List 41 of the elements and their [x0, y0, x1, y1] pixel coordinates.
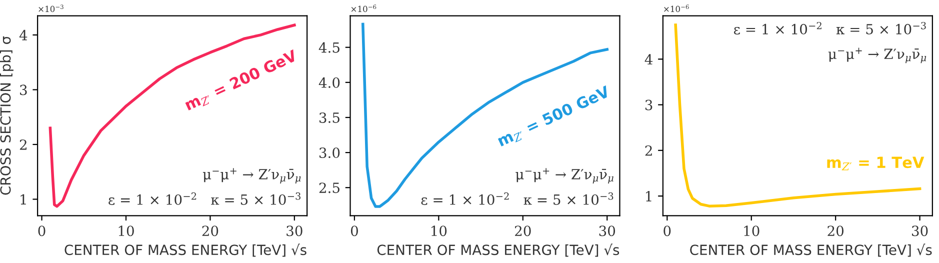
y-tick-label: 4.0	[318, 77, 340, 88]
text: m$_{Z′}$ = 200 GeV	[184, 49, 299, 113]
y-tick-label: 4	[19, 30, 28, 40]
x-tick-label: 0	[38, 226, 46, 236]
x-tick-label: 0	[664, 226, 671, 236]
y-tick-label: 4.5	[318, 42, 340, 53]
annotation: μ$^{−}$μ$^{+}$ → Z′ν$_{μ}$ν̄$_{μ}$	[828, 48, 926, 64]
x-tick-label: 30	[286, 226, 302, 236]
text: ε = 1 × 10$^{−2}$ κ = 5 × 10$^{−3}$	[734, 22, 926, 34]
y-tick-label: 1	[20, 194, 26, 205]
text: ε = 1 × 10$^{−2}$ κ = 5 × 10$^{−3}$	[108, 192, 300, 205]
x-tick-label: 10	[744, 226, 760, 236]
y-tick-label: 1	[646, 191, 652, 202]
annotation: μ$^{−}$μ$^{+}$ → Z′ν$_{μ}$ν̄$_{μ}$	[202, 168, 301, 184]
x-tick-label: 10	[432, 226, 447, 236]
y-tick-label: 2	[645, 145, 652, 156]
text: ×10$^{−6}$	[351, 4, 376, 12]
x-tick-label: 0	[350, 226, 358, 236]
text: ε = 1 × 10$^{−2}$ κ = 5 × 10$^{−3}$	[421, 192, 614, 205]
text: ×10$^{−6}$	[664, 4, 689, 12]
x-tick-label: 30	[599, 226, 616, 236]
text: ×10$^{−3}$	[38, 4, 64, 12]
x-tick-label: 20	[828, 226, 844, 236]
text: m$_{Z′}$ = 500 GeV	[496, 85, 612, 149]
x-axis-title: CENTER OF MASS ENERGY [TeV] √s	[690, 244, 932, 257]
y-tick-label: 3	[20, 84, 27, 96]
annotation: μ$^{−}$μ$^{+}$ → Z′ν$_{μ}$ν̄$_{μ}$	[516, 168, 614, 184]
y-tick-label: 2.5	[319, 182, 340, 194]
y-axis-title: CROSS SECTION [pb] σ	[0, 36, 14, 195]
x-tick-label: 20	[514, 226, 531, 236]
y-tick-label: 3.0	[319, 148, 340, 158]
y-tick-label: 4	[644, 54, 653, 64]
x-axis-title: CENTER OF MASS ENERGY [TeV] √s	[64, 244, 306, 257]
x-axis-title: CENTER OF MASS ENERGY [TeV] √s	[377, 244, 620, 257]
series-label: m$_{Z′}$ = 1 TeV	[827, 156, 924, 170]
y-tick-label: 2	[20, 139, 26, 150]
y-tick-label: 3	[645, 100, 652, 110]
x-tick-label: 30	[912, 226, 928, 236]
x-tick-label: 10	[118, 226, 134, 236]
x-tick-label: 20	[202, 226, 218, 236]
y-tick-label: 3.5	[319, 112, 340, 123]
